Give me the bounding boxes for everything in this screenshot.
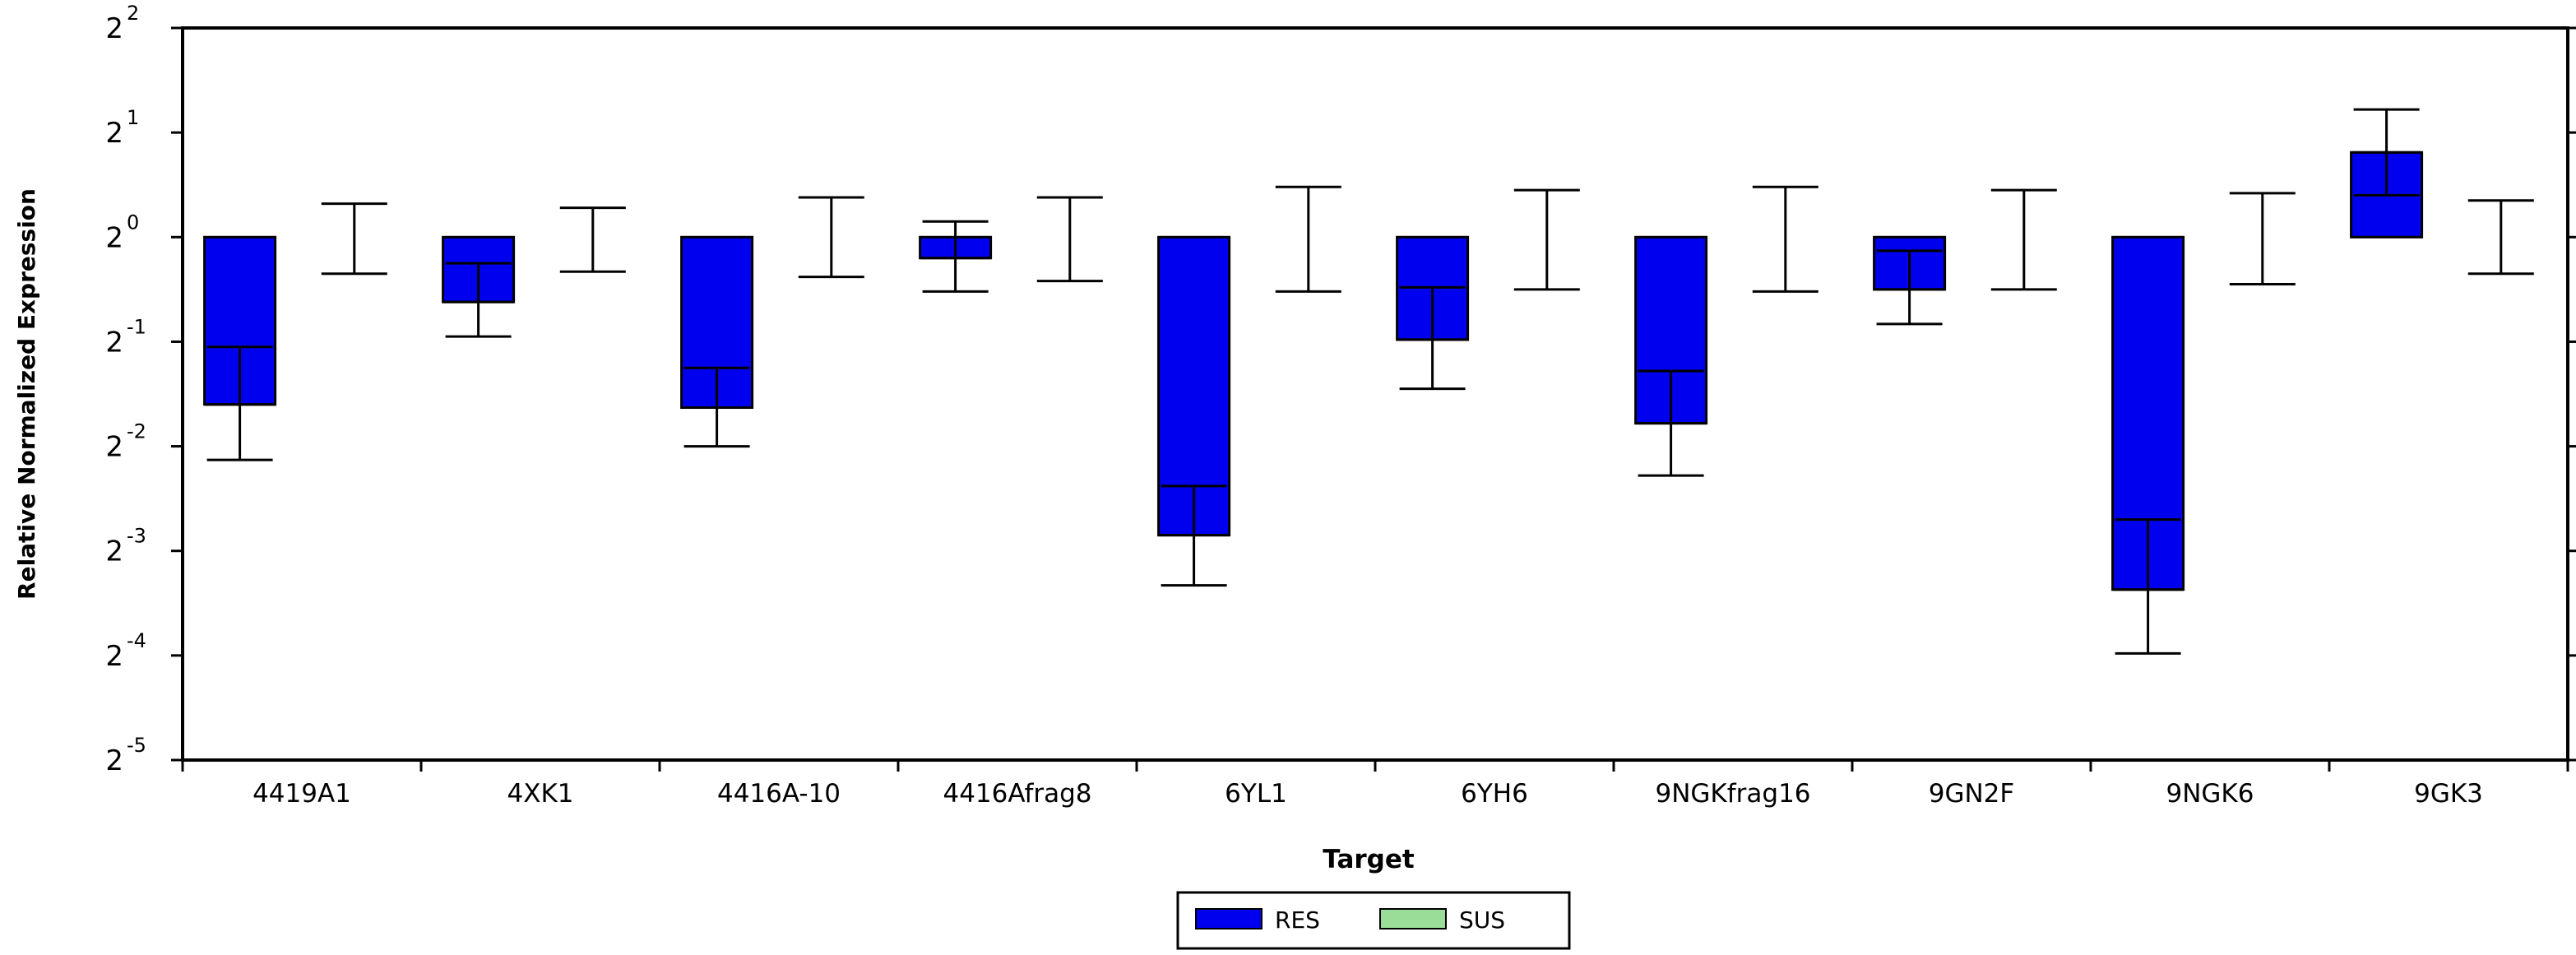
y-tick-exponent: -2 (127, 420, 146, 443)
x-tick-label: 9GK3 (2414, 779, 2483, 809)
y-tick-exponent: -3 (127, 525, 146, 548)
error-bar-res (1397, 285, 1468, 391)
y-tick-label: 2 (105, 12, 123, 45)
legend-label-sus: SUS (1459, 906, 1505, 934)
y-tick-label: 2 (105, 326, 123, 359)
legend-swatch-sus (1379, 908, 1447, 930)
error-bar-res (2112, 518, 2184, 655)
y-axis: 2 22 12 02 -12 -22 -32 -42 -5 (105, 2, 2576, 777)
error-bar-res (920, 220, 991, 293)
x-tick-label: 4416A-10 (717, 779, 841, 809)
y-tick-label: 2 (105, 535, 123, 568)
error-bar-res (1874, 249, 1945, 326)
plot-area (181, 26, 2569, 762)
plot-frame (181, 26, 2569, 762)
y-tick-label: 2 (105, 431, 123, 464)
x-tick-label: 9NGK6 (2166, 779, 2254, 809)
x-tick-label: 9GN2F (1929, 779, 2015, 809)
error-bar-sus (2467, 199, 2534, 276)
error-bar-res (1635, 369, 1707, 477)
y-tick-exponent: 1 (127, 106, 139, 129)
legend-label-res: RES (1275, 906, 1320, 934)
y-tick-label: 2 (105, 117, 123, 150)
error-bar-sus (1752, 185, 1818, 293)
x-tick-label: 4416Afrag8 (943, 779, 1091, 809)
x-tick-label: 9NGKfrag16 (1655, 779, 1810, 809)
x-axis-title: Target (1323, 845, 1415, 874)
error-bar-res (442, 262, 514, 338)
y-tick-exponent: 0 (127, 211, 139, 234)
error-bar-sus (1990, 188, 2057, 291)
error-bars (204, 108, 2534, 655)
legend: RES SUS (1176, 891, 1571, 950)
error-bar-res (204, 345, 276, 461)
error-bar-res (681, 366, 753, 448)
x-tick-label: 6YL1 (1225, 779, 1287, 809)
error-bar-sus (1275, 185, 1341, 293)
error-bar-sus (2229, 192, 2296, 285)
x-axis: 4419A1 4XK1 4416A-10 4416Afrag8 6YL1 6YH6 9NGK… (181, 760, 2569, 809)
y-tick-exponent: -5 (127, 734, 146, 757)
error-bar-res (2351, 108, 2422, 197)
error-bar-sus (1513, 188, 1580, 291)
y-tick-label: 2 (105, 640, 123, 673)
x-tick-label: 4XK1 (507, 779, 573, 809)
y-tick-exponent: -1 (127, 315, 146, 338)
y-axis-title: Relative Normalized Expression (13, 188, 40, 600)
legend-box (1176, 891, 1571, 950)
error-bar-sus (1036, 196, 1103, 283)
y-tick-label: 2 (105, 221, 123, 254)
error-bar-res (1158, 484, 1230, 587)
error-bar-sus (559, 206, 626, 273)
x-tick-label: 6YH6 (1461, 779, 1528, 809)
legend-swatch-res (1195, 908, 1263, 930)
y-tick-label: 2 (105, 744, 123, 777)
x-tick-label: 4419A1 (253, 779, 351, 809)
error-bar-sus (798, 196, 864, 279)
error-bar-sus (321, 202, 387, 276)
y-tick-exponent: -4 (127, 629, 146, 652)
y-tick-exponent: 2 (127, 2, 139, 25)
